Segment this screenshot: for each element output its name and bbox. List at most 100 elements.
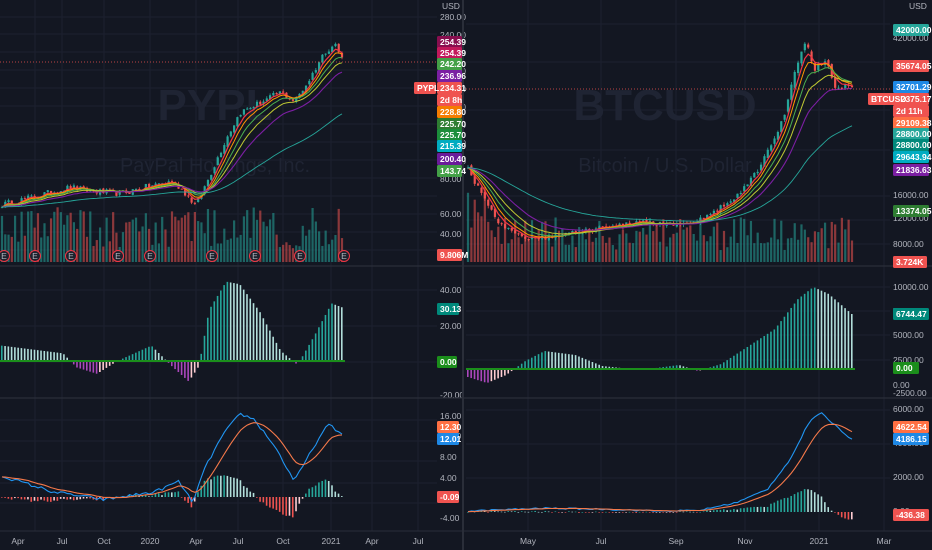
macd-histogram-bar — [275, 497, 278, 510]
macd-histogram-bar — [706, 510, 708, 512]
volume-bar — [611, 245, 614, 262]
macd-histogram-bar — [331, 485, 333, 497]
left-macd-signal-tag: 12.30 — [440, 422, 462, 432]
momentum-bar — [837, 302, 840, 369]
momentum-bar — [824, 292, 826, 369]
volume-bar — [324, 230, 327, 262]
momentum-bar — [571, 354, 574, 369]
momentum-bar — [197, 361, 199, 368]
macd-histogram-bar — [95, 497, 98, 501]
momentum-bar — [756, 340, 759, 369]
candle-body — [255, 101, 259, 107]
volume-bar — [275, 234, 278, 262]
momentum-bar — [341, 307, 343, 361]
volume-bar — [615, 249, 618, 262]
right-price-tag-bg — [893, 60, 929, 72]
macd-histogram-bar — [776, 500, 779, 512]
ema-line — [1, 113, 343, 208]
candle-body — [709, 213, 712, 215]
momentum-bar — [36, 350, 39, 361]
right-momentum-tag-bg — [893, 308, 929, 320]
candle-body — [210, 174, 213, 180]
momentum-bar — [86, 361, 88, 371]
volume-bar — [608, 237, 611, 262]
candle-body — [134, 189, 138, 191]
macd-histogram-bar — [696, 512, 698, 513]
left-price-tag: 234.31 — [440, 83, 466, 93]
candle-body — [487, 199, 490, 206]
macd-histogram-bar — [568, 511, 570, 512]
momentum-bar — [844, 308, 846, 369]
macd-histogram-bar — [327, 480, 330, 497]
momentum-bar — [72, 361, 75, 365]
volume-bar — [827, 248, 830, 262]
momentum-bar — [595, 363, 597, 369]
macd-histogram-bar — [20, 497, 23, 500]
volume-bar — [331, 239, 334, 262]
left-time-axis[interactable]: Apr Jul Oct 2020 Apr Jul Oct 2021 Apr Jul — [11, 536, 423, 546]
time-tick-label: Oct — [276, 536, 290, 546]
volume-bar — [180, 217, 183, 262]
candle-body — [493, 208, 497, 217]
time-tick-label: Jul — [413, 536, 424, 546]
macd-histogram-bar — [23, 497, 26, 500]
left-watermark-description: PayPal Holdings, Inc. — [120, 155, 310, 177]
macd-histogram-bar — [164, 492, 167, 497]
right-price-axis[interactable]: 42000.00 16000.00 12000.00 8000.00 — [893, 33, 929, 249]
volume-bar — [594, 237, 598, 262]
volume-bar — [304, 235, 308, 262]
candle-body — [722, 204, 726, 207]
volume-bar — [477, 212, 480, 262]
momentum-bar — [259, 312, 261, 361]
macd-histogram-bar — [500, 511, 503, 513]
candle-body — [571, 231, 574, 234]
earnings-marker-label: E — [341, 251, 347, 261]
momentum-bar — [679, 365, 681, 369]
candle-body — [628, 222, 631, 225]
right-time-axis[interactable]: May Jul Sep Nov 2021 Mar — [520, 536, 892, 546]
right-price-tag: 35674.05 — [896, 61, 932, 71]
macd-histogram-bar — [685, 511, 688, 513]
macd-histogram-bar — [790, 495, 792, 512]
volume-bar — [268, 219, 272, 262]
macd-histogram-bar — [210, 479, 212, 497]
macd-histogram-bar — [43, 497, 46, 501]
momentum-bar — [92, 361, 95, 373]
time-tick-label: Apr — [11, 536, 24, 546]
momentum-bar — [504, 369, 506, 376]
candle-body — [749, 177, 753, 186]
macd-histogram-bar — [601, 512, 604, 513]
macd-tick-label: -4.00 — [440, 513, 460, 523]
macd-histogram-bar — [608, 512, 611, 513]
momentum-bar — [568, 354, 570, 369]
left-macd-pane — [1, 412, 343, 518]
volume-bar — [161, 216, 164, 262]
macd-histogram-bar — [753, 506, 755, 512]
candle-body — [844, 84, 847, 89]
candle-body — [180, 188, 183, 190]
candle-body — [766, 149, 769, 159]
right-currency-label: USD — [909, 1, 927, 11]
candle-body — [262, 101, 265, 105]
volume-bar — [288, 245, 291, 262]
volume-bar — [776, 239, 779, 262]
momentum-bar — [161, 356, 163, 361]
volume-bar — [847, 219, 850, 262]
price-tick-label: 60.00 — [440, 209, 462, 219]
candle-body — [702, 217, 705, 219]
macd-histogram-bar — [1, 497, 3, 498]
candle-body — [190, 197, 193, 203]
volume-bar — [72, 222, 76, 262]
volume-bar — [584, 239, 587, 262]
momentum-bar — [121, 358, 124, 361]
macd-histogram-bar — [483, 511, 486, 512]
momentum-bar — [76, 361, 78, 368]
macd-histogram-bar — [807, 489, 809, 512]
macd-histogram-bar — [256, 497, 258, 498]
ema-line — [467, 74, 853, 235]
candle-body — [321, 54, 324, 63]
candle-body — [10, 200, 13, 206]
